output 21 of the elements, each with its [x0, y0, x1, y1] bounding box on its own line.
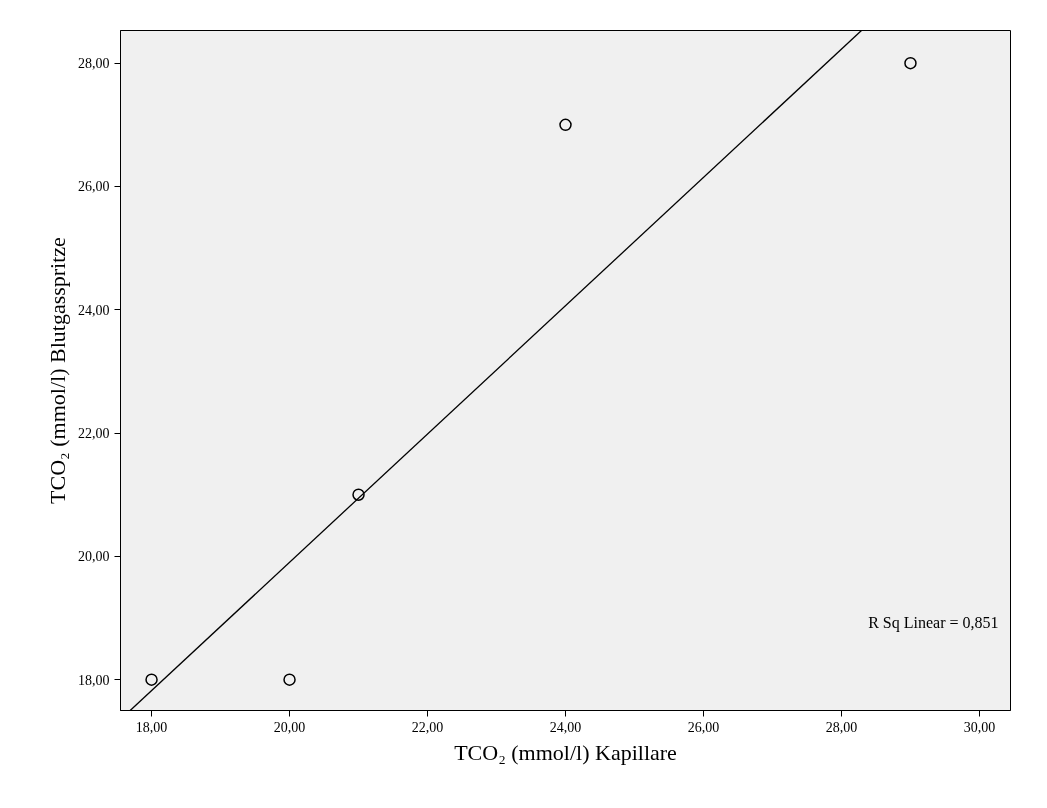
y-tick-label: 22,00: [78, 426, 110, 442]
y-tick-label: 26,00: [78, 179, 110, 195]
annotation: R Sq Linear = 0,851: [868, 613, 999, 632]
x-tick-label: 28,00: [825, 719, 858, 735]
x-tick-label: 20,00: [273, 719, 306, 735]
x-tick-label: 30,00: [963, 719, 996, 735]
x-tick-label: 22,00: [411, 719, 444, 735]
point: [352, 488, 365, 501]
y-tick-label: 28,00: [78, 56, 110, 72]
point: [904, 56, 917, 70]
y-tick-label: 18,00: [78, 672, 110, 688]
x-tick-label: 24,00: [549, 719, 582, 735]
point: [283, 673, 296, 686]
y-axis-title: TCO₂ (mmol/l) Blutgasspritze: [45, 237, 70, 504]
y-tick-label: 20,00: [78, 549, 110, 565]
point: [559, 118, 572, 132]
y-tick-label: 24,00: [78, 302, 110, 318]
x-tick-label: 26,00: [687, 719, 720, 735]
x-tick-label: 18,00: [135, 719, 168, 735]
x-axis-title: TCO₂ (mmol/l) Kapillare: [454, 739, 677, 765]
point: [145, 673, 158, 686]
